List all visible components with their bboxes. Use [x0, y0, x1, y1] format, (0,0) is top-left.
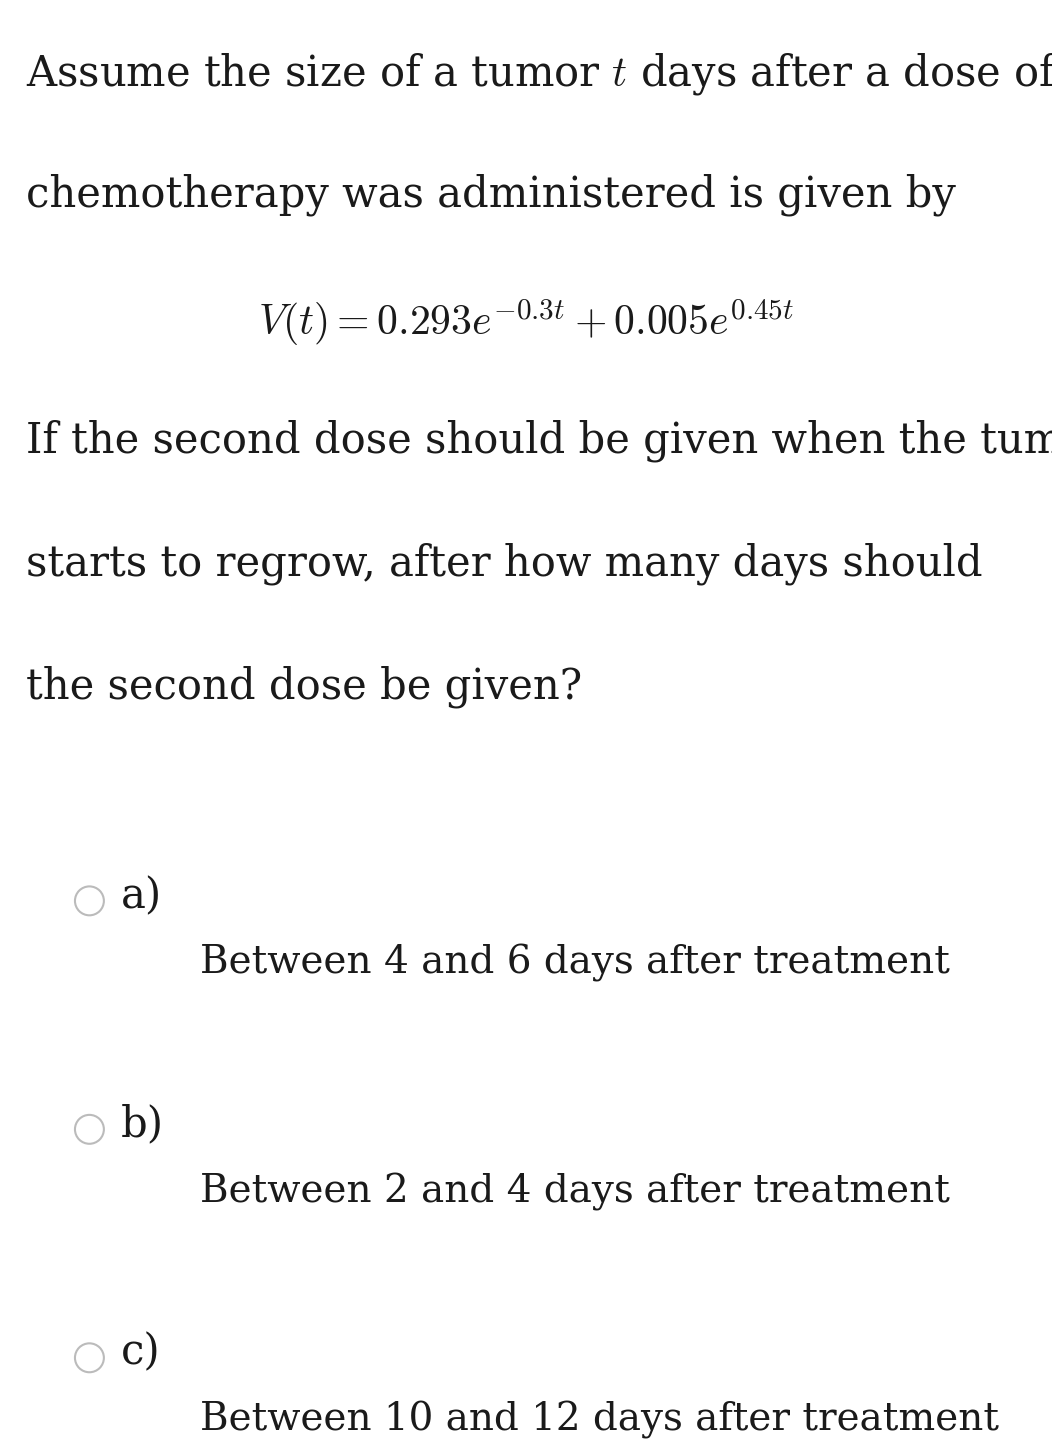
Text: chemotherapy was administered is given by: chemotherapy was administered is given b… — [26, 174, 956, 215]
Text: Between 10 and 12 days after treatment: Between 10 and 12 days after treatment — [200, 1401, 999, 1439]
Text: the second dose be given?: the second dose be given? — [26, 665, 583, 707]
Text: b): b) — [121, 1103, 164, 1145]
Text: starts to regrow, after how many days should: starts to regrow, after how many days sh… — [26, 542, 983, 584]
Text: Between 4 and 6 days after treatment: Between 4 and 6 days after treatment — [200, 944, 950, 982]
Text: Between 2 and 4 days after treatment: Between 2 and 4 days after treatment — [200, 1173, 950, 1210]
Text: If the second dose should be given when the tumor: If the second dose should be given when … — [26, 419, 1052, 461]
Text: c): c) — [121, 1332, 161, 1374]
Text: a): a) — [121, 875, 162, 917]
Text: $V(t) = 0.293e^{-0.3t} + 0.005e^{0.45t}$: $V(t) = 0.293e^{-0.3t} + 0.005e^{0.45t}$ — [258, 296, 794, 348]
Text: Assume the size of a tumor $t$ days after a dose of: Assume the size of a tumor $t$ days afte… — [26, 51, 1052, 97]
